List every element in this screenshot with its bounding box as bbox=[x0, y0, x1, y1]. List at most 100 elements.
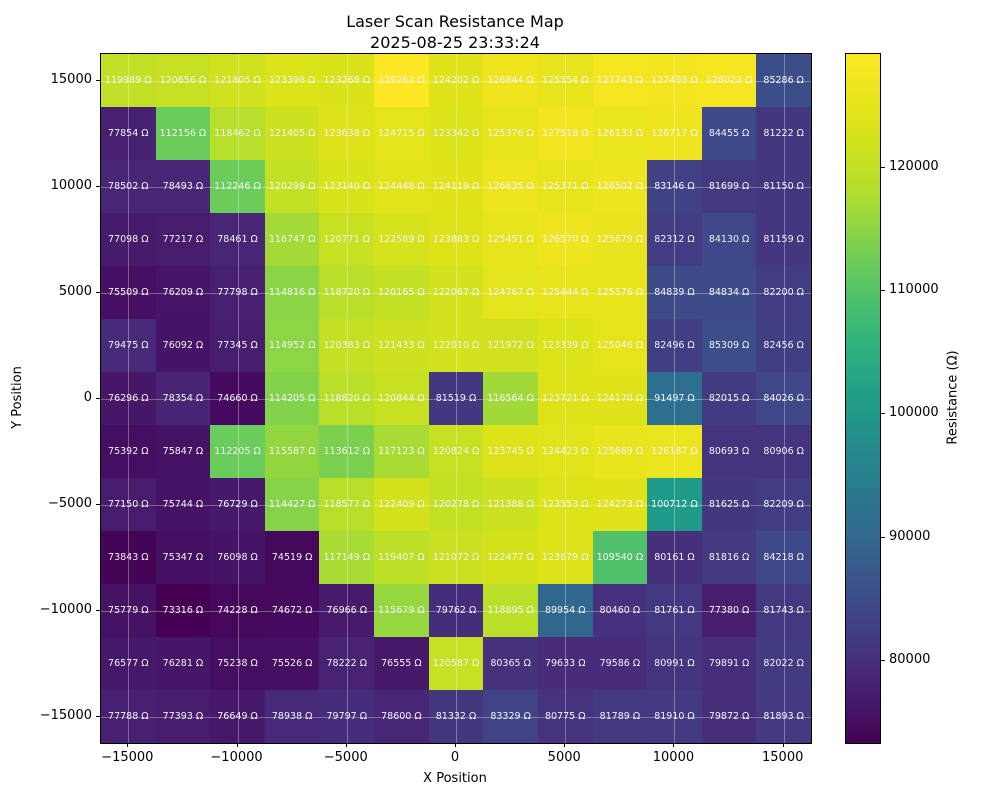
heatmap-cell: 118577 Ω bbox=[319, 478, 375, 531]
colorbar-tick-mark bbox=[881, 290, 885, 292]
heatmap-cell: 112246 Ω bbox=[210, 160, 265, 213]
heatmap-cell: 117123 Ω bbox=[374, 425, 429, 478]
heatmap-cell-value: 77380 Ω bbox=[708, 605, 750, 616]
heatmap-cell: 129262 Ω bbox=[374, 54, 429, 107]
heatmap-cell-value: 124202 Ω bbox=[432, 75, 480, 86]
heatmap-cell-value: 125371 Ω bbox=[541, 181, 589, 192]
y-tick-label: 5000 bbox=[58, 283, 92, 299]
heatmap-cell-value: 81893 Ω bbox=[763, 711, 804, 722]
heatmap-cell-value: 76577 Ω bbox=[108, 658, 149, 669]
heatmap-cell: 76281 Ω bbox=[155, 637, 211, 690]
heatmap-cell: 79633 Ω bbox=[537, 637, 593, 690]
heatmap-cell: 81761 Ω bbox=[647, 584, 702, 637]
heatmap-cell-value: 82496 Ω bbox=[654, 340, 695, 351]
heatmap-cell-value: 81332 Ω bbox=[435, 711, 477, 722]
heatmap-cell: 81699 Ω bbox=[701, 160, 757, 213]
colorbar-tick-label: 100000 bbox=[889, 405, 939, 421]
y-tick-label: −15000 bbox=[39, 707, 92, 723]
heatmap-cell-value: 121388 Ω bbox=[487, 499, 534, 510]
heatmap-cell: 82200 Ω bbox=[756, 266, 811, 319]
heatmap-cell-value: 120656 Ω bbox=[159, 75, 207, 86]
heatmap-cell: 80460 Ω bbox=[592, 584, 648, 637]
heatmap-cell: 81743 Ω bbox=[756, 584, 811, 637]
gridline-horizontal bbox=[101, 186, 811, 188]
heatmap-cell-value: 118462 Ω bbox=[214, 128, 261, 139]
heatmap-cell-value: 114952 Ω bbox=[268, 340, 316, 351]
heatmap-cell: 125576 Ω bbox=[592, 266, 648, 319]
heatmap-cell: 127518 Ω bbox=[537, 107, 593, 160]
heatmap-cell: 121805 Ω bbox=[210, 54, 265, 107]
heatmap-cell: 82022 Ω bbox=[756, 637, 811, 690]
heatmap-cell-value: 115587 Ω bbox=[268, 446, 316, 457]
heatmap-cell-value: 119407 Ω bbox=[378, 552, 425, 563]
heatmap-cell-value: 122409 Ω bbox=[378, 499, 425, 510]
heatmap-cell-value: 118577 Ω bbox=[323, 499, 371, 510]
heatmap-cell-value: 81699 Ω bbox=[708, 181, 750, 192]
heatmap-cell: 127743 Ω bbox=[592, 54, 648, 107]
heatmap-cell-value: 124119 Ω bbox=[432, 181, 480, 192]
y-tick-mark bbox=[96, 503, 100, 505]
heatmap-cell: 120771 Ω bbox=[319, 213, 375, 266]
heatmap-cell-value: 81519 Ω bbox=[435, 393, 477, 404]
heatmap-cell: 81519 Ω bbox=[428, 372, 484, 425]
heatmap-cell: 120299 Ω bbox=[264, 160, 320, 213]
heatmap-cell-value: 85286 Ω bbox=[763, 75, 804, 86]
heatmap-cell-value: 80365 Ω bbox=[490, 658, 531, 669]
heatmap-cell: 126133 Ω bbox=[592, 107, 648, 160]
heatmap-cell: 120656 Ω bbox=[155, 54, 211, 107]
heatmap-cell-value: 120587 Ω bbox=[432, 658, 480, 669]
heatmap-cell-value: 122589 Ω bbox=[378, 234, 425, 245]
heatmap-cell: 78222 Ω bbox=[319, 637, 375, 690]
heatmap-cell-value: 120299 Ω bbox=[268, 181, 316, 192]
gridline-vertical bbox=[237, 54, 239, 743]
heatmap-cell-value: 126502 Ω bbox=[596, 181, 644, 192]
heatmap-cell-value: 74228 Ω bbox=[217, 605, 258, 616]
heatmap-cell-value: 76649 Ω bbox=[217, 711, 258, 722]
heatmap-cell: 74519 Ω bbox=[264, 531, 320, 584]
heatmap-cell: 125376 Ω bbox=[483, 107, 538, 160]
heatmap-cell-value: 123883 Ω bbox=[432, 234, 480, 245]
heatmap-cell: 78600 Ω bbox=[374, 690, 429, 743]
heatmap-cell: 124273 Ω bbox=[592, 478, 648, 531]
heatmap-cell-value: 127518 Ω bbox=[541, 128, 589, 139]
heatmap-cell-value: 81761 Ω bbox=[654, 605, 695, 616]
heatmap-cell-value: 81159 Ω bbox=[763, 234, 804, 245]
x-tick-label: −15000 bbox=[101, 750, 154, 765]
heatmap-cell-value: 83146 Ω bbox=[654, 181, 695, 192]
heatmap-cell-value: 77788 Ω bbox=[108, 711, 149, 722]
heatmap-cell-value: 127743 Ω bbox=[596, 75, 644, 86]
heatmap-cell-value: 124767 Ω bbox=[487, 287, 534, 298]
heatmap-cell-value: 112205 Ω bbox=[214, 446, 261, 457]
x-tick-mark bbox=[345, 743, 347, 747]
heatmap-cell: 112205 Ω bbox=[210, 425, 265, 478]
y-tick-mark bbox=[96, 291, 100, 293]
heatmap-cell-value: 81625 Ω bbox=[708, 499, 750, 510]
heatmap-cell: 114952 Ω bbox=[264, 319, 320, 372]
heatmap-cell: 118720 Ω bbox=[319, 266, 375, 319]
heatmap-cell-value: 112156 Ω bbox=[159, 128, 207, 139]
heatmap-cell-value: 76729 Ω bbox=[217, 499, 258, 510]
heatmap-cell-value: 81743 Ω bbox=[763, 605, 804, 616]
heatmap-cell: 114816 Ω bbox=[264, 266, 320, 319]
heatmap-cell: 120383 Ω bbox=[319, 319, 375, 372]
heatmap-cell-value: 76092 Ω bbox=[162, 340, 204, 351]
heatmap-cell: 76966 Ω bbox=[319, 584, 375, 637]
x-tick-label: −10000 bbox=[210, 750, 263, 765]
heatmap-cell: 82312 Ω bbox=[647, 213, 702, 266]
heatmap-cell: 76649 Ω bbox=[210, 690, 265, 743]
heatmap-cell-value: 123679 Ω bbox=[541, 552, 589, 563]
colorbar-tick-mark bbox=[881, 167, 885, 169]
x-tick-mark bbox=[455, 743, 456, 747]
heatmap-cell-value: 83329 Ω bbox=[490, 711, 531, 722]
heatmap-cell-value: 124273 Ω bbox=[596, 499, 644, 510]
colorbar-label-text: Resistance (Ω) bbox=[945, 350, 961, 445]
heatmap-cell: 78493 Ω bbox=[155, 160, 211, 213]
heatmap-cell-value: 121072 Ω bbox=[432, 552, 480, 563]
heatmap-cell: 81150 Ω bbox=[756, 160, 811, 213]
heatmap-cell-value: 78354 Ω bbox=[162, 393, 204, 404]
heatmap-cell: 121405 Ω bbox=[264, 107, 320, 160]
heatmap-cell: 76296 Ω bbox=[101, 372, 156, 425]
x-tick-mark bbox=[673, 743, 675, 747]
heatmap-cell: 123268 Ω bbox=[319, 54, 375, 107]
